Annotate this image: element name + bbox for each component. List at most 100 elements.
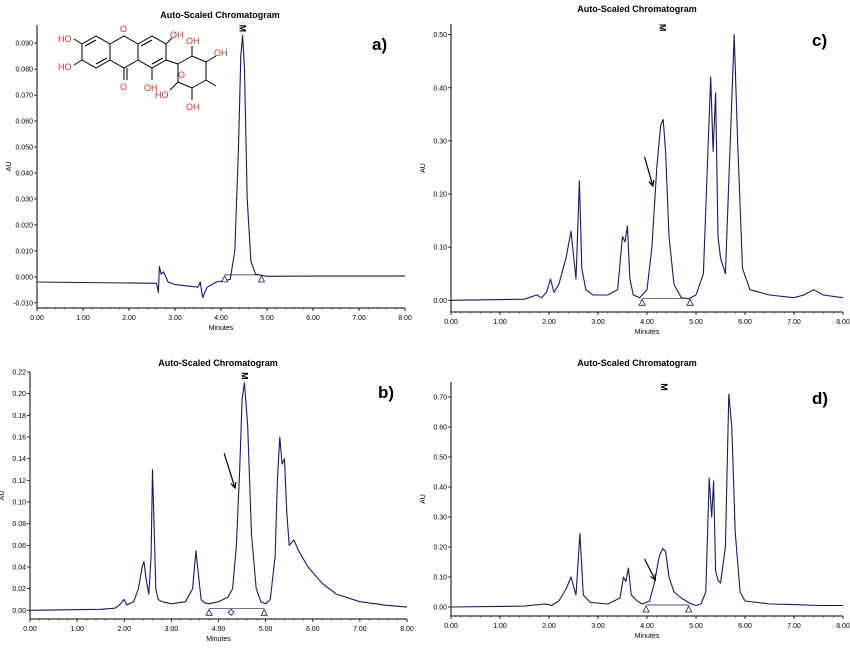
x-tick-label: 4.00 [640, 319, 654, 326]
y-tick-label: 0.060 [15, 119, 33, 126]
x-tick-label: 3.00 [591, 623, 605, 630]
y-tick-label: 0.06 [12, 543, 26, 550]
y-tick-label: 0.30 [433, 515, 447, 522]
y-tick-label: 0.050 [15, 145, 33, 152]
molecule-label: O [178, 70, 185, 80]
x-tick-label: 2.00 [542, 623, 556, 630]
y-tick-label: 0.030 [15, 196, 33, 203]
arrow-line [644, 558, 656, 581]
y-tick-label: 0.40 [433, 85, 447, 92]
x-tick-label: 7.00 [787, 319, 801, 326]
peak-label: M [659, 383, 669, 391]
x-tick-label: 0.00 [30, 315, 44, 322]
y-axis-label: AU [6, 162, 13, 172]
x-tick-label: 5.00 [259, 626, 273, 633]
panel-letter: d) [812, 389, 828, 408]
x-tick-label: 0.00 [444, 623, 458, 630]
y-tick-label: 0.02 [12, 586, 26, 593]
x-tick-label: 7.00 [787, 623, 801, 630]
molecule-bonds [73, 35, 217, 100]
arrow-line [223, 453, 236, 489]
y-tick-label: 0.10 [12, 500, 26, 507]
molecule-label: OH [170, 30, 184, 40]
peak-label: M [658, 24, 668, 32]
mangiferin-structure: HO HO OH O O OH HO OH O OH OH [58, 24, 228, 112]
x-tick-label: 3.00 [165, 626, 179, 633]
x-tick-label: 1.00 [493, 319, 507, 326]
x-tick-label: 2.00 [117, 626, 131, 633]
y-tick-label: 0.00 [433, 298, 447, 305]
molecule-label: HO [58, 34, 72, 44]
y-tick-label: 0.14 [12, 456, 26, 463]
x-tick-label: 6.00 [738, 623, 752, 630]
y-tick-label: 0.22 [12, 370, 26, 377]
x-tick-label: 6.00 [738, 319, 752, 326]
chart-title: Auto-Scaled Chromatogram [577, 358, 697, 368]
y-tick-label: 0.18 [12, 413, 26, 420]
y-tick-label: 0.30 [433, 138, 447, 145]
molecule-label: O [120, 82, 127, 92]
x-tick-label: 4.00 [640, 623, 654, 630]
arrow-line [643, 156, 654, 187]
y-tick-label: -0.010 [13, 300, 33, 307]
molecule-label: OH [186, 102, 200, 112]
x-axis-label: Minutes [209, 325, 234, 332]
integration-marker [205, 608, 213, 616]
x-tick-label: 5.00 [689, 623, 703, 630]
chromatogram-trace [450, 393, 843, 608]
y-tick-label: 0.20 [433, 545, 447, 552]
x-tick-label: 2.00 [542, 319, 556, 326]
y-tick-label: 0.50 [433, 32, 447, 39]
chromatogram-trace [36, 34, 405, 299]
arrow-head [230, 481, 237, 490]
y-tick-label: 0.010 [15, 248, 33, 255]
x-tick-label: 0.00 [444, 319, 458, 326]
y-tick-label: 0.070 [15, 93, 33, 100]
y-tick-label: 0.12 [12, 478, 26, 485]
x-tick-label: 0.00 [23, 626, 37, 633]
y-axis-label: AU [420, 163, 427, 173]
x-tick-label: 6.00 [306, 626, 320, 633]
integration-marker [221, 274, 229, 283]
chromatogram-trace [29, 382, 408, 611]
y-tick-label: 0.16 [12, 435, 26, 442]
x-tick-label: 8.00 [836, 623, 850, 630]
molecule-label: OH [214, 48, 228, 58]
chart-title: Auto-Scaled Chromatogram [160, 10, 280, 20]
integration-marker [642, 605, 650, 613]
molecule-label: OH [144, 83, 158, 93]
arrow-head [648, 180, 655, 188]
y-tick-label: 0.090 [15, 41, 33, 48]
peak-label: M [238, 25, 248, 33]
y-tick-label: 0.70 [433, 395, 447, 402]
x-tick-label: 1.00 [70, 626, 84, 633]
x-tick-label: 1.00 [493, 623, 507, 630]
y-tick-label: 0.10 [433, 575, 447, 582]
chromatogram-trace [450, 34, 844, 301]
integration-marker [227, 608, 235, 616]
molecule-label: HO [155, 90, 169, 100]
y-tick-label: 0.080 [15, 67, 33, 74]
x-tick-label: 5.00 [689, 319, 703, 326]
molecule-label: OH [186, 36, 200, 46]
y-tick-label: 0.40 [433, 485, 447, 492]
y-tick-label: 0.04 [12, 565, 26, 572]
y-axis-label: AU [420, 494, 427, 504]
chart-title: Auto-Scaled Chromatogram [158, 358, 278, 368]
panel-b: Auto-Scaled Chromatogram 0.00 1.00 2.00 3.00… [0, 358, 414, 643]
integration-marker [638, 298, 646, 306]
y-tick-label: 0.60 [433, 425, 447, 432]
y-tick-label: 0.50 [433, 455, 447, 462]
x-axis-label: Minutes [635, 633, 660, 640]
x-tick-label: 3.00 [591, 319, 605, 326]
x-tick-label: 1.00 [76, 315, 90, 322]
x-tick-label: 7.00 [353, 626, 367, 633]
x-tick-label: 6.00 [306, 315, 320, 322]
integration-marker [260, 608, 268, 616]
x-tick-label: 8.00 [398, 315, 412, 322]
arrow-head [650, 573, 656, 582]
panel-letter: a) [372, 35, 387, 54]
molecule-label: O [120, 24, 127, 34]
x-tick-label: 4.00 [214, 315, 228, 322]
